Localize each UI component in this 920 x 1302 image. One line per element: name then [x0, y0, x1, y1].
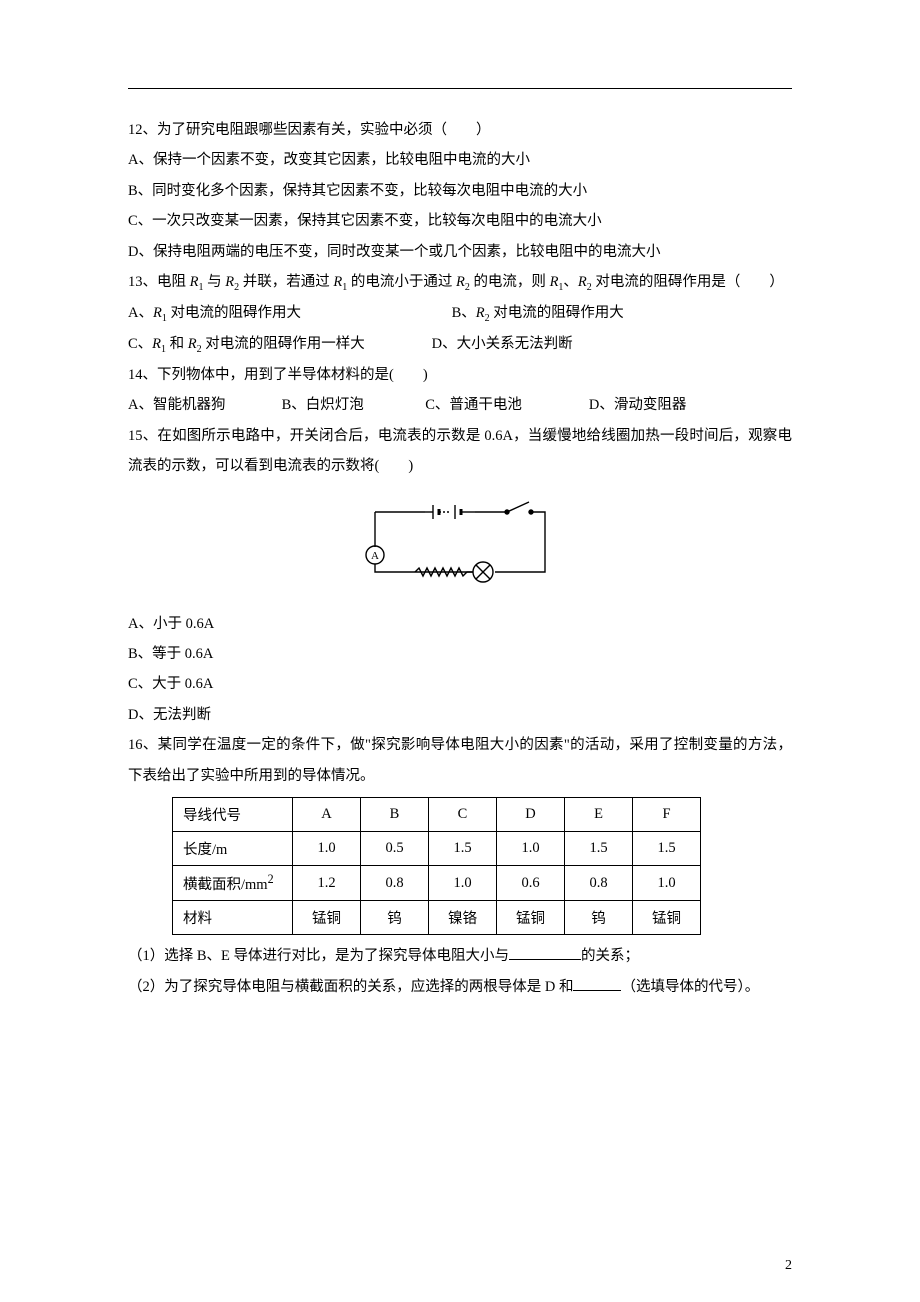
q14-opts: A、智能机器狗 B、白炽灯泡 C、普通干电池 D、滑动变阻器: [128, 390, 792, 420]
table-header-cell: C: [429, 798, 497, 832]
top-rule: [128, 88, 792, 89]
table-row-label: 长度/m: [173, 832, 293, 866]
table-cell: 1.5: [633, 832, 701, 866]
q13-opt-c: C、R1 和 R2 对电流的阻碍作用一样大: [128, 329, 428, 360]
q12-opt-b: B、同时变化多个因素，保持其它因素不变，比较每次电阻中电流的大小: [128, 176, 792, 206]
q15-opt-a: A、小于 0.6A: [128, 609, 792, 639]
q13-opts-row1: A、R1 对电流的阻碍作用大 B、R2 对电流的阻碍作用大: [128, 298, 792, 329]
table-cell: 1.2: [293, 866, 361, 901]
circuit-diagram: A: [355, 492, 565, 592]
table-header-cell: A: [293, 798, 361, 832]
table-cell: 镍铬: [429, 901, 497, 935]
blank-1: [509, 945, 581, 961]
table-cell: 1.5: [565, 832, 633, 866]
q15-opt-d: D、无法判断: [128, 700, 792, 730]
table-cell: 1.0: [293, 832, 361, 866]
table-cell: 锰铜: [633, 901, 701, 935]
q16-sub2: （2）为了探究导体电阻与横截面积的关系，应选择的两根导体是 D 和（选填导体的代…: [128, 972, 792, 1002]
q15-opt-c: C、大于 0.6A: [128, 669, 792, 699]
table-cell: 锰铜: [497, 901, 565, 935]
table-cell: 1.0: [429, 866, 497, 901]
table-cell: 1.5: [429, 832, 497, 866]
q13-opts-row2: C、R1 和 R2 对电流的阻碍作用一样大 D、大小关系无法判断: [128, 329, 792, 360]
table-cell: 1.0: [633, 866, 701, 901]
q15-opt-b: B、等于 0.6A: [128, 639, 792, 669]
q14-stem: 14、下列物体中，用到了半导体材料的是( ): [128, 360, 792, 390]
table-cell: 0.6: [497, 866, 565, 901]
q12-stem: 12、为了研究电阻跟哪些因素有关，实验中必须（ ）: [128, 115, 792, 145]
page-number: 2: [785, 1258, 792, 1274]
table-cell: 0.8: [565, 866, 633, 901]
q12-opt-a: A、保持一个因素不变，改变其它因素，比较电阻中电流的大小: [128, 145, 792, 175]
table-cell: 钨: [361, 901, 429, 935]
blank-2: [573, 975, 621, 991]
table-cell: 锰铜: [293, 901, 361, 935]
q16-stem: 16、某同学在温度一定的条件下，做"探究影响导体电阻大小的因素"的活动，采用了控…: [128, 730, 792, 791]
table-header-label: 导线代号: [173, 798, 293, 832]
table-row-label: 材料: [173, 901, 293, 935]
table-header-cell: B: [361, 798, 429, 832]
q15-stem: 15、在如图所示电路中，开关闭合后，电流表的示数是 0.6A，当缓慢地给线圈加热…: [128, 421, 792, 482]
table-cell: 0.8: [361, 866, 429, 901]
q13-opt-b: B、R2 对电流的阻碍作用大: [452, 298, 624, 329]
table-row-label: 横截面积/mm2: [173, 866, 293, 901]
table-cell: 1.0: [497, 832, 565, 866]
q16-sub1: （1）选择 B、E 导体进行对比，是为了探究导体电阻大小与的关系；: [128, 941, 792, 971]
q14-opt-c: C、普通干电池: [425, 390, 585, 420]
table-cell: 钨: [565, 901, 633, 935]
table-header-cell: F: [633, 798, 701, 832]
table-cell: 0.5: [361, 832, 429, 866]
q14-opt-a: A、智能机器狗: [128, 390, 278, 420]
table-header-cell: D: [497, 798, 565, 832]
q14-opt-d: D、滑动变阻器: [589, 390, 686, 420]
wire-table: 导线代号ABCDEF长度/m1.00.51.51.01.51.5横截面积/mm2…: [172, 797, 701, 935]
q13-opt-a: A、R1 对电流的阻碍作用大: [128, 298, 448, 329]
ammeter-label: A: [371, 550, 379, 562]
q13-opt-d: D、大小关系无法判断: [432, 329, 573, 359]
q12-opt-c: C、一次只改变某一因素，保持其它因素不变，比较每次电阻中的电流大小: [128, 206, 792, 236]
q14-opt-b: B、白炽灯泡: [282, 390, 422, 420]
table-header-cell: E: [565, 798, 633, 832]
q12-opt-d: D、保持电阻两端的电压不变，同时改变某一个或几个因素，比较电阻中的电流大小: [128, 237, 792, 267]
q13-stem: 13、电阻 R1 与 R2 并联，若通过 R1 的电流小于通过 R2 的电流，则…: [128, 267, 792, 298]
